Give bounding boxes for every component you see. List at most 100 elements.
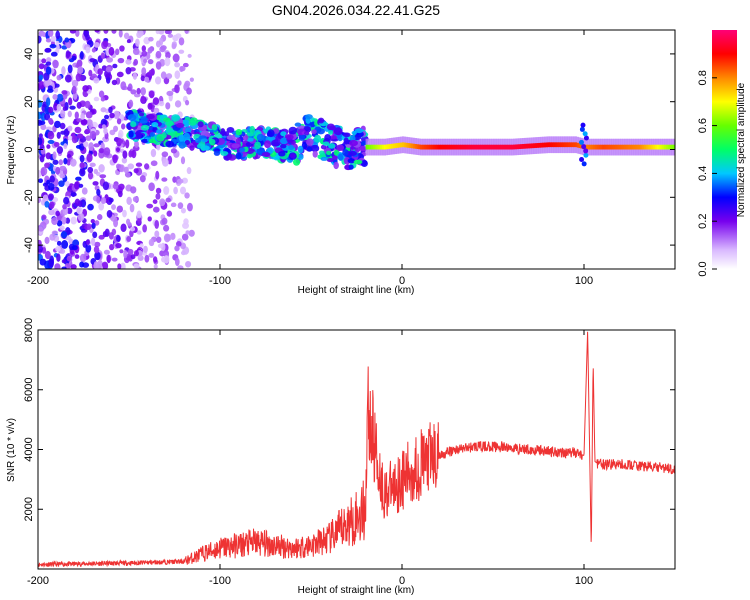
- heatmap-cell: [671, 144, 674, 150]
- heatmap-cell: [185, 230, 190, 235]
- heatmap-cell: [100, 197, 107, 205]
- heatmap-cell: [522, 144, 525, 149]
- heatmap-cell: [115, 163, 121, 170]
- heatmap-cell: [126, 218, 131, 225]
- heatmap-cell: [142, 224, 147, 233]
- heatmap-cell: [398, 142, 401, 148]
- heatmap-cell: [46, 144, 51, 149]
- heatmap-cell: [162, 117, 171, 122]
- heatmap-cell: [140, 124, 150, 131]
- heatmap-cell: [387, 144, 390, 150]
- heatmap-cell: [140, 87, 146, 96]
- heatmap-cell: [175, 33, 182, 39]
- heatmap-cell: [624, 144, 627, 150]
- bottom-x-ticks: -200 -100 0 100: [27, 330, 593, 587]
- top-y-tick-label: 20: [23, 96, 35, 108]
- heatmap-cell: [93, 77, 100, 84]
- heatmap-cell: [69, 105, 76, 110]
- heatmap-cell: [320, 156, 328, 161]
- heatmap-cell: [180, 156, 186, 165]
- heatmap-cell: [122, 150, 128, 159]
- heatmap-cell: [38, 137, 43, 146]
- heatmap-cell: [422, 144, 425, 150]
- heatmap-cell: [53, 141, 60, 147]
- heatmap-cell: [556, 142, 559, 148]
- heatmap-cell: [434, 144, 437, 150]
- heatmap-cell: [46, 88, 54, 93]
- heatmap-cell: [108, 232, 114, 240]
- heatmap-cell: [443, 144, 447, 150]
- heatmap-cell: [140, 75, 146, 82]
- heatmap-cell: [451, 144, 454, 150]
- heatmap-cell: [171, 43, 177, 50]
- heatmap-cell: [132, 196, 139, 203]
- heatmap-cell: [67, 135, 73, 141]
- heatmap-cell: [133, 93, 141, 98]
- heatmap-cell: [43, 72, 50, 81]
- heatmap-cell: [113, 218, 119, 228]
- heatmap-cell: [161, 158, 169, 167]
- heatmap-cell: [80, 112, 86, 120]
- heatmap-cell: [59, 165, 67, 171]
- heatmap-cell: [502, 144, 505, 150]
- heatmap-cell: [129, 226, 136, 232]
- heatmap-cell: [60, 231, 68, 239]
- heatmap-cell: [503, 144, 507, 150]
- heatmap-cell: [77, 66, 84, 74]
- heatmap-cell: [38, 30, 45, 37]
- heatmap-cell: [170, 148, 177, 154]
- heatmap-cell: [367, 144, 370, 150]
- heatmap-cell: [127, 248, 134, 256]
- heatmap-cell: [89, 162, 96, 168]
- heatmap-cell: [618, 144, 621, 150]
- bottom-x-tick-label: -200: [27, 575, 49, 587]
- heatmap-cell: [44, 236, 50, 245]
- heatmap-cell: [392, 143, 396, 149]
- heatmap-cell: [117, 57, 125, 64]
- heatmap-cell: [131, 149, 137, 159]
- heatmap-cell: [174, 257, 180, 267]
- heatmap-cell: [511, 144, 514, 150]
- heatmap-cell: [176, 178, 184, 184]
- heatmap-cell: [66, 158, 71, 166]
- heatmap-cell: [175, 241, 182, 247]
- heatmap-cell: [74, 181, 80, 190]
- heatmap-cell: [71, 135, 78, 144]
- heatmap-cell: [578, 139, 584, 145]
- heatmap-cell: [156, 133, 165, 142]
- heatmap-cell: [600, 144, 603, 150]
- heatmap-cell: [143, 245, 148, 253]
- heatmap-cell: [76, 133, 84, 139]
- heatmap-cell: [351, 130, 357, 135]
- heatmap-cell: [38, 35, 42, 44]
- heatmap-cell: [487, 144, 490, 150]
- heatmap-cell: [170, 202, 177, 208]
- heatmap-cell: [585, 144, 589, 150]
- heatmap-cell: [186, 167, 192, 175]
- heatmap-cell: [440, 144, 443, 150]
- heatmap-cell: [99, 174, 107, 179]
- top-y-tick-label: -40: [23, 237, 35, 253]
- heatmap-cell: [125, 59, 132, 65]
- heatmap-cell: [135, 162, 143, 167]
- heatmap-cell: [402, 142, 405, 148]
- heatmap-cell: [122, 209, 127, 218]
- heatmap-cell: [144, 163, 150, 170]
- heatmap-cell: [184, 127, 192, 134]
- heatmap-cell: [81, 187, 88, 195]
- heatmap-cell: [50, 51, 58, 57]
- heatmap-cell: [297, 125, 306, 130]
- heatmap-cell: [79, 50, 84, 60]
- heatmap-cell: [278, 151, 286, 157]
- heatmap-cell: [55, 43, 60, 52]
- heatmap-cell: [88, 142, 94, 151]
- heatmap-cell: [130, 186, 137, 194]
- heatmap-cell: [39, 258, 47, 266]
- heatmap-cell: [247, 137, 254, 142]
- heatmap-cell: [314, 134, 322, 143]
- heatmap-cell: [134, 140, 139, 148]
- heatmap-cell: [452, 144, 456, 150]
- heatmap-cell: [449, 144, 452, 150]
- heatmap-cell: [38, 196, 42, 204]
- top-y-ticks: -40 -20 0 20 40: [23, 48, 675, 253]
